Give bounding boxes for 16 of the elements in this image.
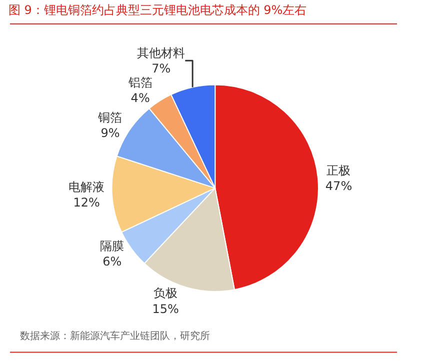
data-label: 47% <box>325 179 352 194</box>
data-label: 7% <box>152 61 171 76</box>
chart-title: 图 9：锂电铜箔约占典型三元锂电池电芯成本的 9%左右 <box>8 2 307 17</box>
data-label: 9% <box>100 126 120 140</box>
slice-label: 电解液 <box>68 180 105 194</box>
slice-label: 铜箔 <box>97 110 122 125</box>
slice-label: 负极 <box>154 286 178 300</box>
slice-label: 正极 <box>326 163 351 178</box>
slice-label: 其他材料 <box>137 46 186 60</box>
slice-label: 隔膜 <box>100 239 124 254</box>
data-label: 15% <box>152 302 179 316</box>
slice-label: 铝箔 <box>127 75 152 90</box>
source-note: 数据来源：新能源汽车产业链团队，研究所 <box>20 330 210 342</box>
data-label: 12% <box>73 195 100 210</box>
data-label: 6% <box>102 254 122 269</box>
data-label: 4% <box>130 91 150 106</box>
